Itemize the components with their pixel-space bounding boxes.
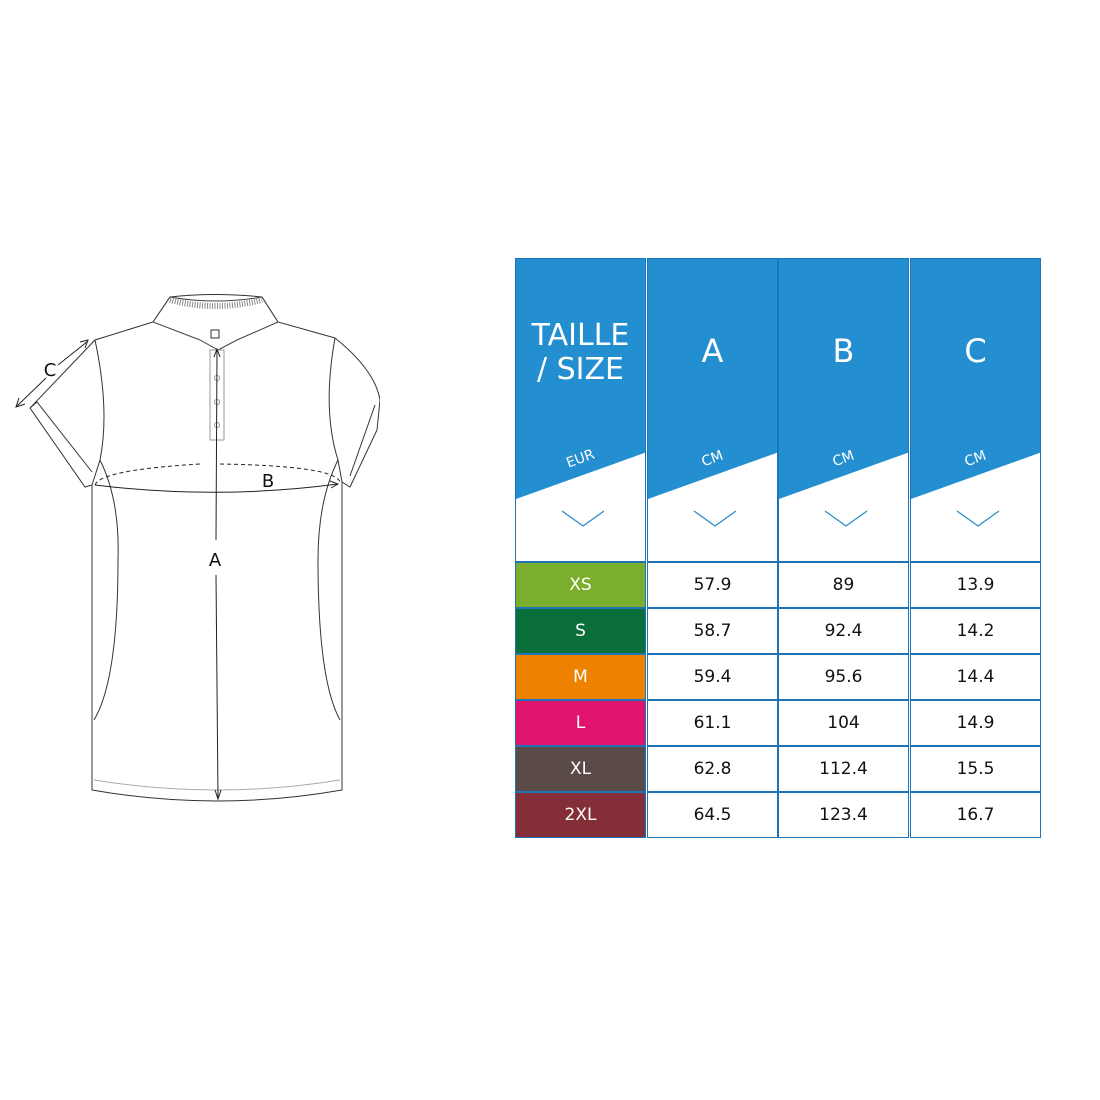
measure-c-arrow [15, 339, 89, 408]
measure-a-cell: 64.5 [647, 792, 778, 838]
column-title: TAILLE / SIZE [531, 318, 630, 387]
chevron-down-icon [561, 510, 605, 527]
collar [152, 296, 279, 351]
measure-c-cell: 14.9 [910, 700, 1041, 746]
measure-c-cell: 16.7 [910, 792, 1041, 838]
measure-b-cell: 112.4 [778, 746, 909, 792]
size-cell: L [515, 700, 646, 746]
size-cell: S [515, 608, 646, 654]
header-background [911, 259, 1040, 527]
size-cell: XL [515, 746, 646, 792]
table-row: 2XL 64.5 123.4 16.7 [515, 792, 1042, 838]
label-c: C [44, 360, 57, 381]
column-title: C [964, 332, 987, 370]
table-row: L 61.1 104 14.9 [515, 700, 1042, 746]
measure-b-cell: 104 [778, 700, 909, 746]
chevron-down-icon [693, 510, 737, 527]
measure-b-arrow [94, 463, 341, 493]
size-cell: 2XL [515, 792, 646, 838]
header-background [516, 259, 645, 527]
table-row: XS 57.9 89 13.9 [515, 562, 1042, 608]
measure-a-cell: 61.1 [647, 700, 778, 746]
table-row: M 59.4 95.6 14.4 [515, 654, 1042, 700]
chevron-down-icon [956, 510, 1000, 527]
measure-b-cell: 89 [778, 562, 909, 608]
measure-c-cell: 14.2 [910, 608, 1041, 654]
measure-b-cell: 95.6 [778, 654, 909, 700]
shirt-outline [29, 294, 380, 802]
measure-c-cell: 13.9 [910, 562, 1041, 608]
polo-shirt-diagram: A B C [15, 294, 380, 802]
measure-a-arrow [213, 347, 222, 801]
size-cell: XS [515, 562, 646, 608]
measure-a-cell: 57.9 [647, 562, 778, 608]
label-b: B [262, 471, 274, 492]
table-row: XL 62.8 112.4 15.5 [515, 746, 1042, 792]
chevron-down-icon [824, 510, 868, 527]
column-header-b: B CM [778, 258, 909, 562]
measure-a-cell: 62.8 [647, 746, 778, 792]
label-a: A [209, 550, 222, 571]
column-header-size: TAILLE / SIZE EUR [515, 258, 646, 562]
column-title: B [832, 332, 855, 370]
measure-a-cell: 58.7 [647, 608, 778, 654]
measure-b-cell: 123.4 [778, 792, 909, 838]
table-row: S 58.7 92.4 14.2 [515, 608, 1042, 654]
column-header-a: A CM [647, 258, 778, 562]
measure-a-cell: 59.4 [647, 654, 778, 700]
column-header-c: C CM [910, 258, 1041, 562]
header-background [648, 259, 777, 527]
size-cell: M [515, 654, 646, 700]
header-background [779, 259, 908, 527]
measure-c-cell: 15.5 [910, 746, 1041, 792]
column-title: A [701, 332, 724, 370]
measure-b-cell: 92.4 [778, 608, 909, 654]
measure-c-cell: 14.4 [910, 654, 1041, 700]
